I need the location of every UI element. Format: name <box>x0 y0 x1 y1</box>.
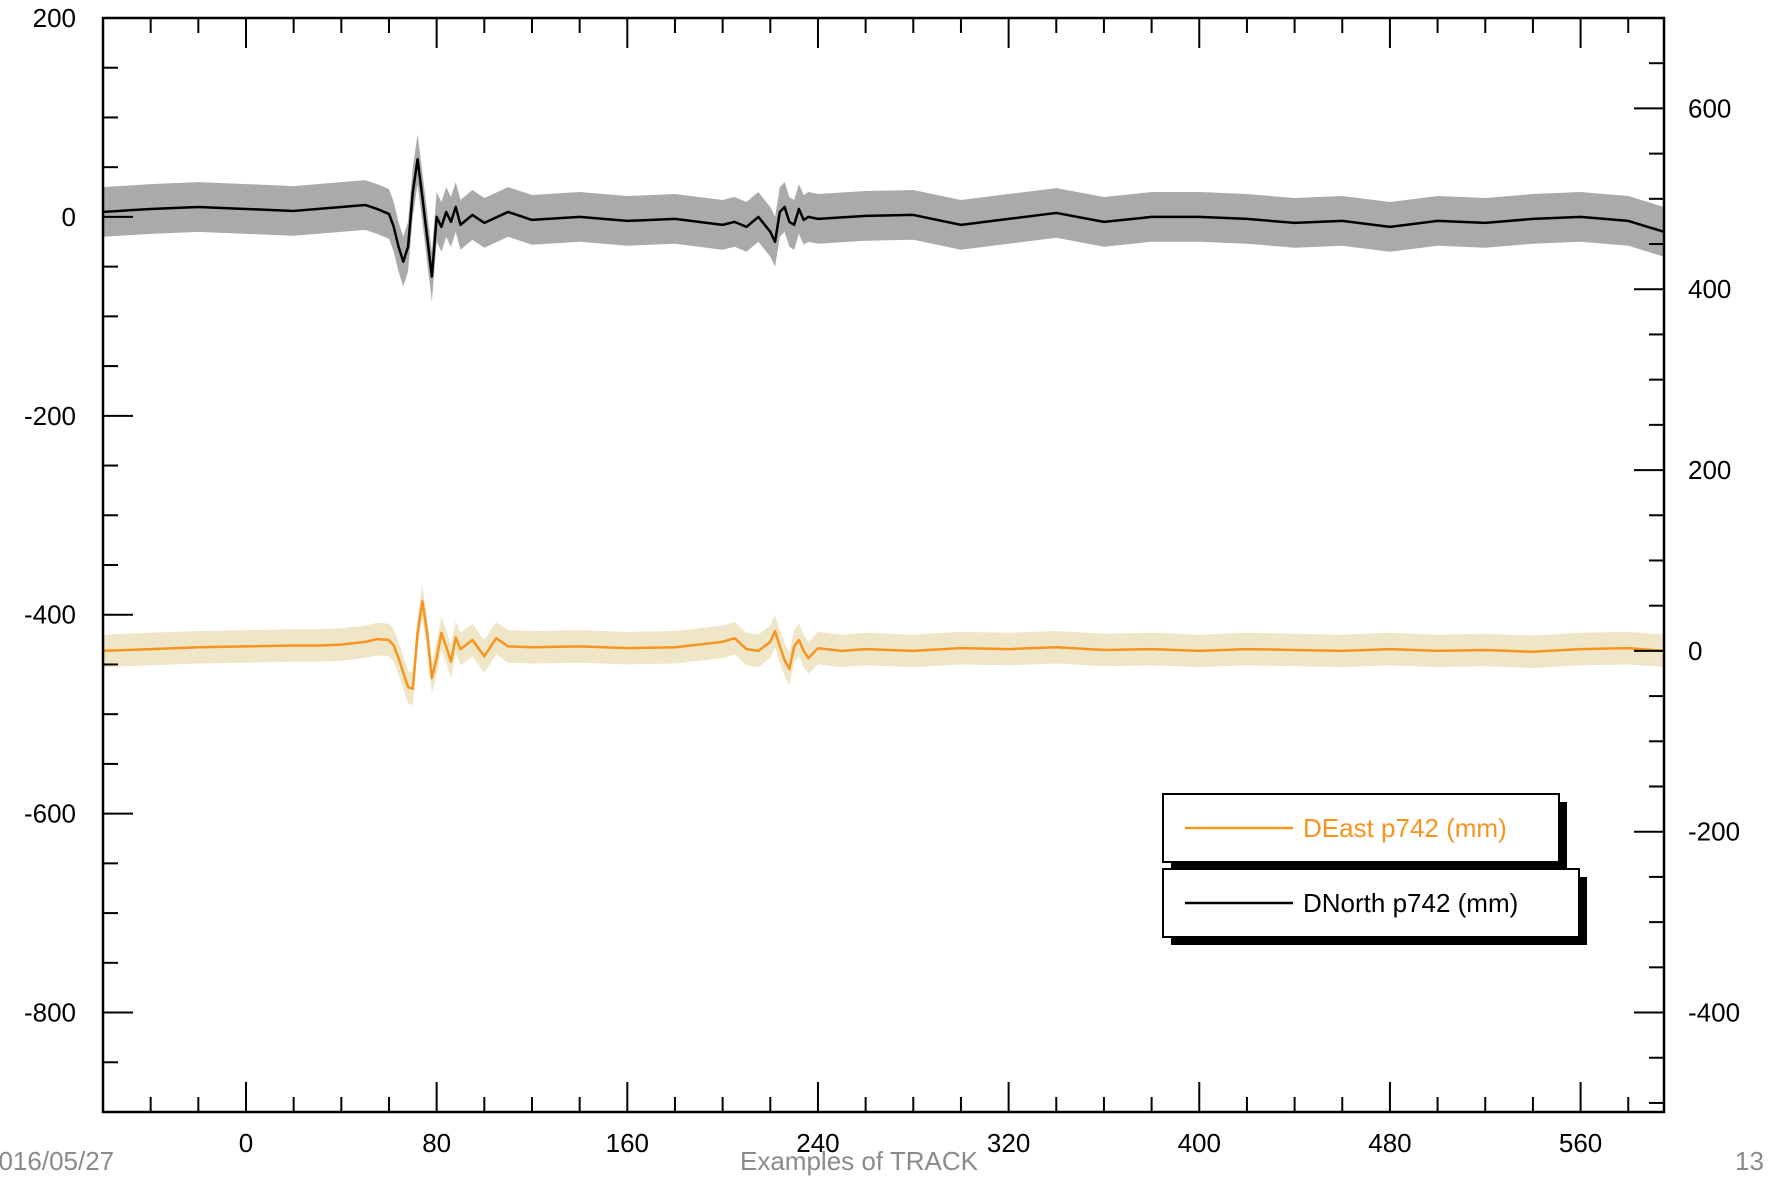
footer-date: 2016/05/27 <box>0 1146 115 1176</box>
y-right-tick-label: 200 <box>1688 455 1731 485</box>
x-tick-label: 80 <box>422 1128 451 1158</box>
series-1-line <box>102 157 1665 278</box>
y-right-tick-label: 600 <box>1688 93 1731 123</box>
y-right-tick-label: 400 <box>1688 274 1731 304</box>
x-tick-label: 560 <box>1559 1128 1602 1158</box>
legend-label: DEast p742 (mm) <box>1303 813 1507 843</box>
y-right-tick-label: -200 <box>1688 817 1740 847</box>
x-tick-label: 480 <box>1368 1128 1411 1158</box>
y-left-tick-label: -400 <box>24 600 76 630</box>
legend-label: DNorth p742 (mm) <box>1303 888 1518 918</box>
footer-title: Examples of TRACK <box>740 1146 978 1176</box>
series-lines <box>102 157 1665 691</box>
x-tick-label: 240 <box>796 1128 839 1158</box>
y-left-tick-label: -600 <box>24 799 76 829</box>
x-tick-label: 400 <box>1178 1128 1221 1158</box>
series-0-band <box>103 584 1664 706</box>
tick-labels: 0 80 160 240 320 400 480 560 200 0 -200 -400 -600 -80… <box>24 3 1740 1158</box>
y-right-tick-label: 0 <box>1688 636 1702 666</box>
y-left-tick-label: -800 <box>24 998 76 1028</box>
y-left-tick-label: -200 <box>24 401 76 431</box>
y-left-tick-label: 0 <box>62 202 76 232</box>
x-tick-label: 160 <box>606 1128 649 1158</box>
legend: DEast p742 (mm) DNorth p742 (mm) <box>1162 793 1587 945</box>
x-tick-label: 320 <box>987 1128 1030 1158</box>
y-left-tick-label: 200 <box>33 3 76 33</box>
series-1-band <box>103 134 1664 302</box>
footer-page-number: 13 <box>1735 1146 1764 1176</box>
y-right-tick-label: -400 <box>1688 998 1740 1028</box>
axis-ticks <box>102 17 1664 1113</box>
series-0-line <box>102 599 1665 691</box>
confidence-bands <box>103 134 1664 706</box>
x-tick-label: 0 <box>239 1128 253 1158</box>
plot-frame <box>101 16 1666 1114</box>
